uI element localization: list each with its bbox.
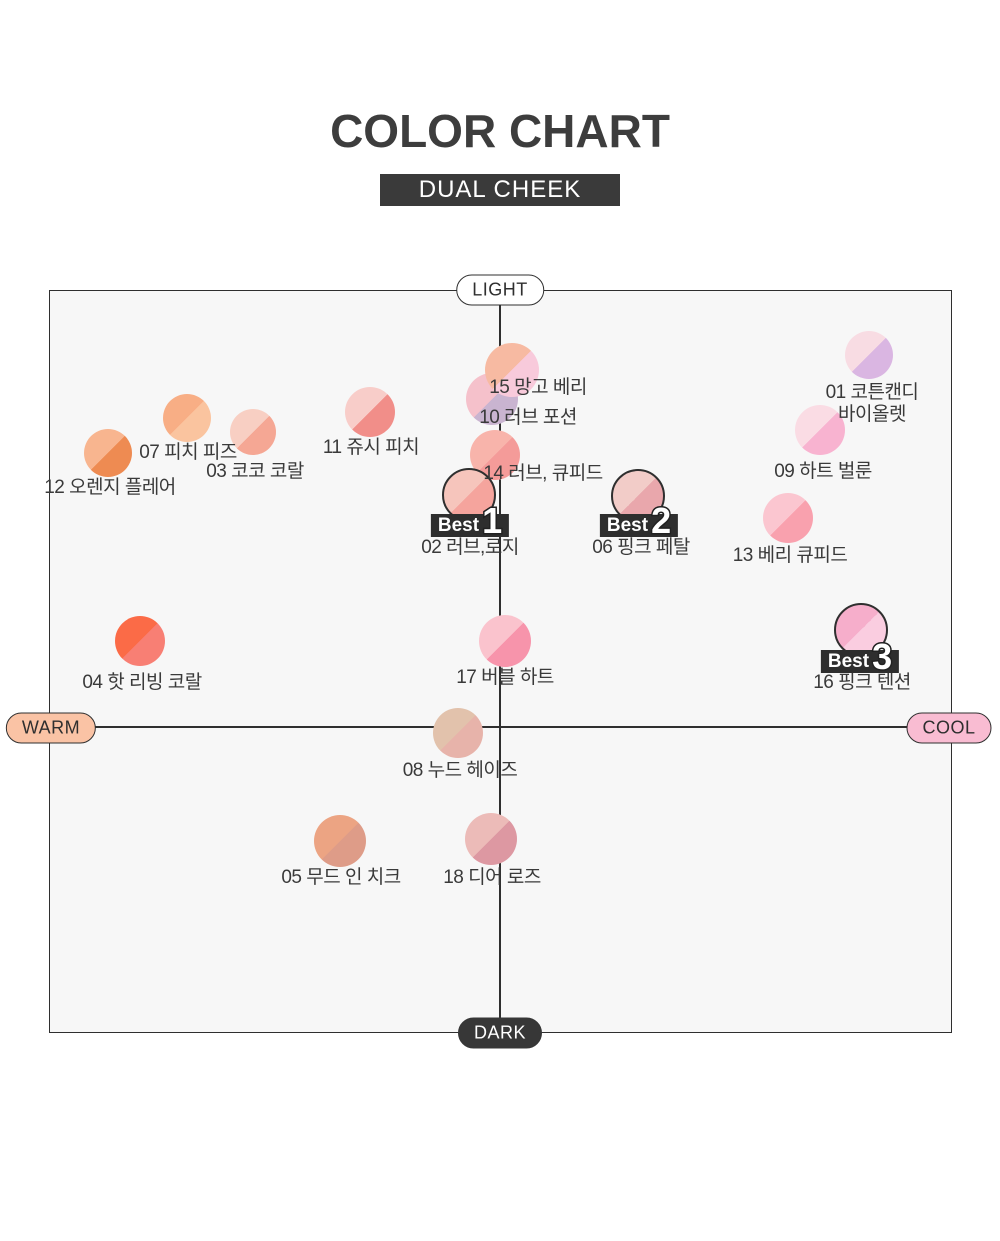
swatch-17 — [479, 615, 531, 667]
swatch-09 — [795, 405, 845, 455]
axis-pill-warm: WARM — [5, 712, 97, 744]
swatch-label-15: 15 망고 베리 — [489, 377, 587, 398]
swatch-03 — [230, 409, 276, 455]
swatch-label-13: 13 베리 큐피드 — [732, 545, 848, 566]
best-badge-word: Best — [827, 651, 870, 672]
swatch-label-01: 01 코튼캔디 바이올렛 — [825, 382, 919, 425]
swatch-label-07: 07 피치 피즈 — [139, 442, 237, 463]
best-badge-2: Best 2 — [599, 501, 679, 540]
best-badge-word: Best — [606, 515, 649, 536]
swatch-13 — [763, 493, 813, 543]
swatch-label-06: 06 핑크 페탈 — [592, 537, 690, 558]
swatch-05 — [314, 815, 366, 867]
swatch-11 — [345, 387, 395, 437]
axis-pill-dark: DARK — [457, 1017, 543, 1049]
swatch-12 — [84, 429, 132, 477]
swatch-label-03: 03 코코 코랄 — [206, 461, 304, 482]
swatch-label-17: 17 버블 하트 — [456, 667, 554, 688]
axis-pill-light: LIGHT — [456, 274, 544, 306]
swatch-label-16: 16 핑크 텐션 — [813, 672, 911, 693]
subtitle-badge: DUAL CHEEK — [380, 174, 620, 206]
swatch-15 — [485, 343, 539, 397]
best-badge-3: Best 3 — [820, 637, 900, 676]
best-badge-word: Best — [437, 515, 480, 536]
best-badge-1: Best 1 — [430, 501, 510, 540]
swatch-18 — [465, 813, 517, 865]
swatch-label-18: 18 디어 로즈 — [443, 867, 541, 888]
swatch-label-02: 02 러브,로지 — [421, 537, 519, 558]
axis-pill-cool: COOL — [906, 712, 992, 744]
swatch-label-08: 08 누드 헤이즈 — [402, 760, 518, 781]
swatch-16 — [834, 603, 888, 657]
swatch-label-05: 05 무드 인 치크 — [281, 867, 401, 888]
swatch-04 — [115, 616, 165, 666]
best-badge-number: 1 — [481, 500, 504, 541]
swatch-label-11: 11 쥬시 피치 — [322, 437, 420, 458]
swatch-01 — [845, 331, 893, 379]
swatch-label-14: 14 러브, 큐피드 — [483, 463, 603, 484]
swatch-label-12: 12 오렌지 플레어 — [44, 477, 176, 498]
axis-line-horizontal — [49, 726, 952, 728]
swatch-label-10: 10 러브 포션 — [479, 407, 577, 428]
page-title: COLOR CHART — [330, 105, 670, 157]
best-badge-number: 3 — [871, 636, 894, 677]
swatch-07 — [163, 394, 211, 442]
swatch-label-04: 04 핫 리빙 코랄 — [82, 672, 202, 693]
swatch-08 — [433, 708, 483, 758]
best-badge-number: 2 — [650, 500, 673, 541]
swatch-label-09: 09 하트 벌룬 — [774, 461, 872, 482]
